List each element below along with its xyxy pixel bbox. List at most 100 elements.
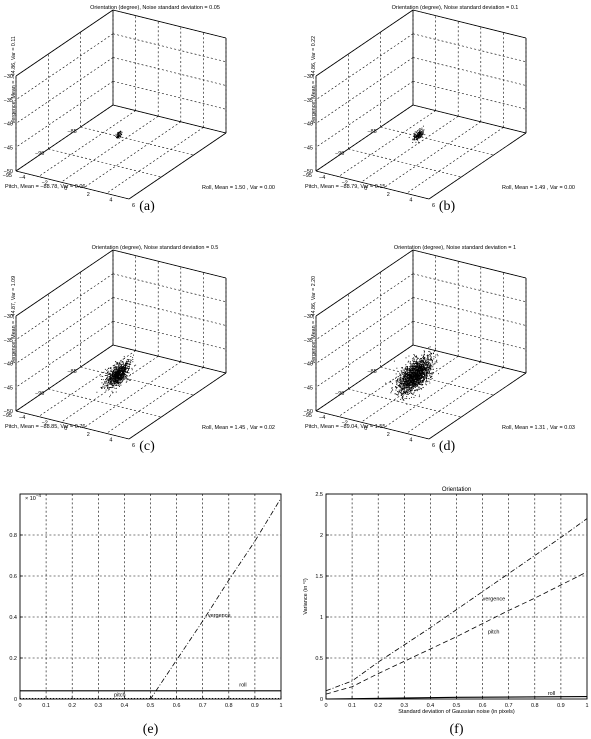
roll-tick-label: 0 [364, 186, 367, 192]
data-point [417, 378, 418, 380]
data-point [104, 381, 106, 383]
data-point [409, 375, 411, 377]
data-point [419, 359, 421, 361]
data-point [405, 384, 407, 386]
axis-edge [412, 344, 527, 374]
data-point [428, 351, 430, 353]
data-point [110, 378, 112, 379]
data-point [426, 372, 428, 374]
data-point [407, 375, 409, 377]
data-point [112, 375, 113, 377]
data-point [411, 373, 413, 375]
data-point [107, 372, 109, 374]
data-point [408, 379, 410, 380]
roll-tick-label: 4 [109, 197, 112, 203]
data-point [403, 384, 405, 386]
gridline [106, 367, 204, 434]
data-point [116, 377, 118, 379]
data-point [426, 374, 428, 376]
data-point [422, 369, 424, 371]
data-point [417, 373, 418, 375]
data-point [428, 366, 430, 368]
data-point [404, 388, 406, 389]
data-point [108, 387, 110, 389]
data-point [112, 380, 114, 382]
data-point [417, 381, 419, 383]
data-point [414, 382, 416, 384]
data-point [422, 360, 424, 362]
data-point [131, 369, 133, 371]
x-tick-label: 0.5 [453, 703, 461, 709]
data-point [125, 366, 127, 368]
data-point [118, 377, 120, 379]
data-point [413, 393, 415, 395]
data-point [418, 378, 420, 380]
data-point [409, 391, 411, 393]
data-point [122, 362, 124, 364]
data-point [419, 387, 421, 389]
data-point [418, 382, 420, 384]
data-point [395, 386, 396, 388]
data-point [418, 132, 420, 134]
data-point [395, 377, 397, 379]
data-point [130, 361, 132, 363]
data-point [400, 382, 402, 384]
data-point [417, 390, 419, 392]
data-point [411, 383, 413, 385]
data-point [411, 371, 413, 373]
chart-title: Orientation [442, 487, 471, 493]
data-point [107, 384, 109, 386]
x-tick-label: 0.2 [68, 703, 76, 709]
data-point [124, 364, 126, 366]
data-point [412, 382, 414, 383]
data-point [110, 383, 112, 385]
data-point [411, 380, 412, 382]
y-tick-label: 0.4 [9, 615, 17, 621]
data-point [412, 371, 414, 373]
data-point [118, 383, 120, 385]
data-point [432, 364, 434, 366]
data-point [109, 375, 111, 377]
data-point [421, 375, 423, 376]
data-point [420, 374, 422, 376]
data-point [115, 382, 117, 384]
data-point [407, 390, 409, 392]
data-point [121, 368, 123, 370]
data-point [421, 354, 423, 356]
data-point [122, 372, 123, 374]
data-point [427, 368, 429, 370]
data-point [424, 134, 426, 136]
data-point [123, 370, 125, 372]
data-point [118, 133, 120, 135]
data-point [422, 373, 424, 375]
data-point [401, 377, 403, 379]
data-point [408, 377, 410, 379]
data-point [405, 370, 407, 372]
data-point [425, 380, 427, 382]
data-point [115, 135, 117, 137]
data-point [400, 398, 402, 400]
data-point [102, 386, 104, 388]
data-point [418, 373, 419, 375]
data-point [419, 129, 421, 131]
data-point [113, 385, 114, 386]
data-point [411, 372, 413, 374]
data-point [421, 362, 423, 364]
data-point [430, 356, 432, 358]
data-point [404, 376, 406, 377]
data-point [407, 361, 409, 363]
data-point [120, 364, 122, 366]
series-line-vergence [325, 518, 588, 692]
data-point [125, 377, 127, 379]
data-point [422, 357, 424, 359]
data-point [120, 378, 122, 380]
data-point [399, 389, 401, 391]
data-point [417, 374, 419, 376]
data-point [425, 381, 427, 382]
data-point [413, 139, 415, 141]
data-point [406, 366, 408, 368]
data-point [419, 363, 421, 365]
data-point [413, 372, 415, 374]
data-point [402, 397, 404, 398]
data-point [113, 383, 115, 385]
